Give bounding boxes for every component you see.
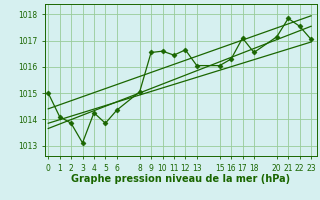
X-axis label: Graphe pression niveau de la mer (hPa): Graphe pression niveau de la mer (hPa) xyxy=(71,174,290,184)
